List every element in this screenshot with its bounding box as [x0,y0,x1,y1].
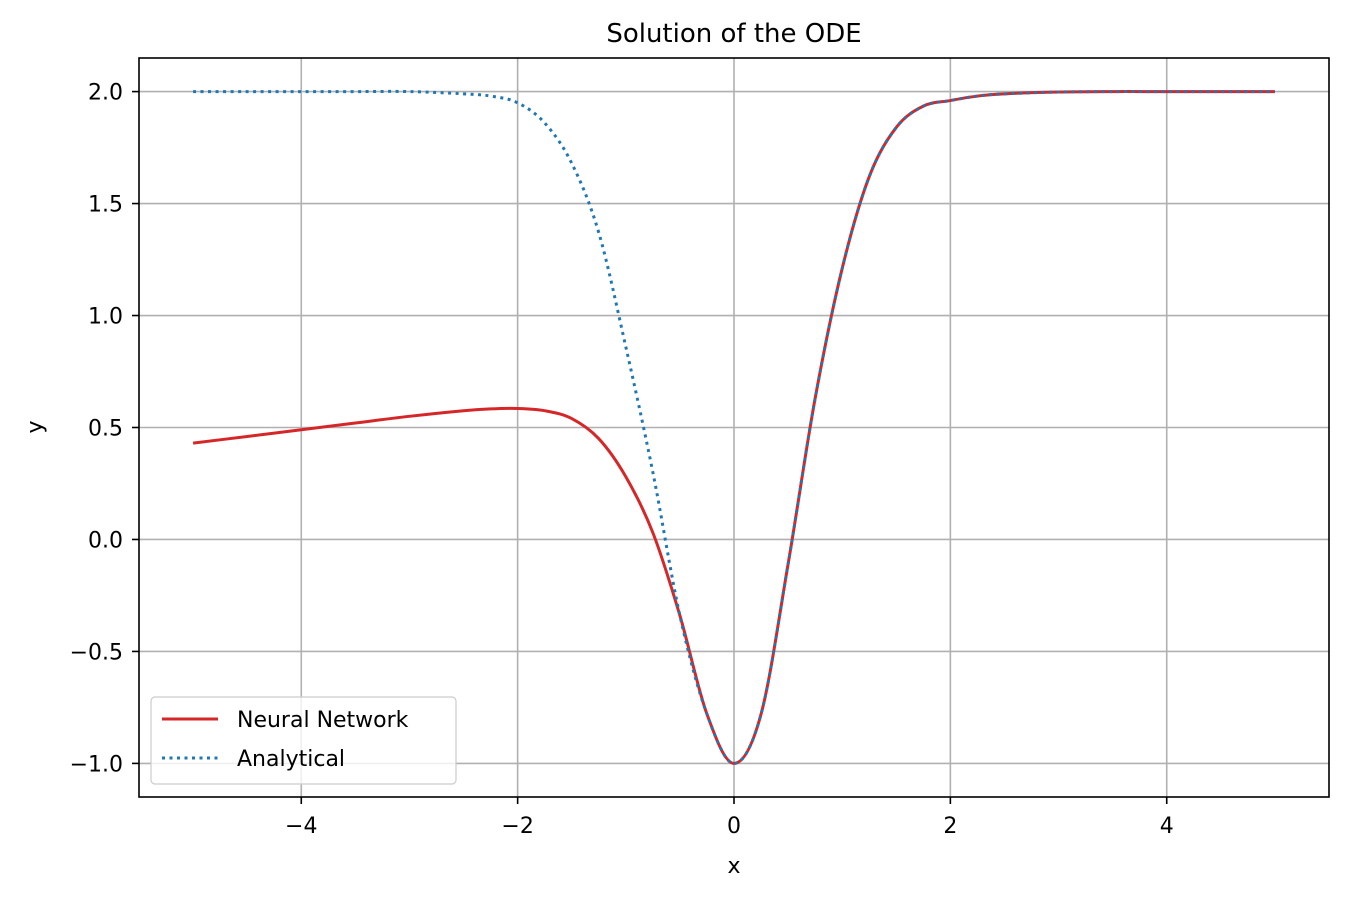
chart-title: Solution of the ODE [606,19,861,49]
y-tick-label: 2.0 [88,81,123,106]
x-tick-label: 2 [943,814,957,839]
y-tick-label: −1.0 [70,752,123,777]
x-tick-label: 0 [727,814,741,839]
y-tick-label: 1.0 [88,305,123,330]
x-tick-label: 4 [1160,814,1174,839]
legend-label-analytical: Analytical [237,747,345,772]
x-tick-label: −4 [285,814,317,839]
y-axis-label: y [23,420,48,433]
legend-box [150,696,457,785]
y-tick-label: 0.5 [88,417,123,442]
grid [139,58,1329,797]
legend: Neural Network Analytical [150,696,457,785]
series-line-neural-network [192,90,1275,765]
series-layer [192,89,1275,765]
x-tick-label: −2 [501,814,533,839]
y-tick-label: 1.5 [88,193,123,218]
legend-label-neural-network: Neural Network [237,708,409,733]
series-line-analytical [193,89,1275,765]
y-tick-label: 0.0 [88,528,123,553]
y-tick-label: −0.5 [70,640,123,665]
ticks: −4 −2 0 2 4 −1.0 −0.5 0.0 0.5 1.0 1.5 2.0 [70,81,1174,839]
x-axis-label: x [727,854,740,879]
